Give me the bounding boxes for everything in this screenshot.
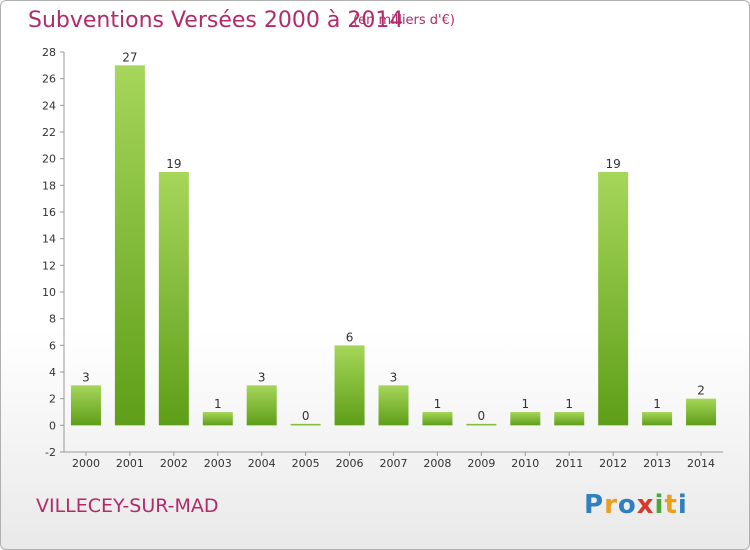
data-label: 1 bbox=[565, 397, 573, 411]
bar bbox=[554, 412, 585, 426]
bar bbox=[686, 398, 717, 426]
y-tick-label: 22 bbox=[42, 126, 56, 139]
logo-letter: r bbox=[604, 490, 618, 520]
bar bbox=[510, 412, 541, 426]
x-tick-label: 2013 bbox=[643, 457, 671, 470]
y-tick-label: 14 bbox=[42, 233, 56, 246]
data-label: 1 bbox=[521, 397, 529, 411]
bar bbox=[114, 65, 145, 426]
data-label: 0 bbox=[478, 409, 486, 423]
logo-letter: i bbox=[677, 490, 688, 520]
y-tick-label: 26 bbox=[42, 73, 56, 86]
x-tick-label: 2000 bbox=[72, 457, 100, 470]
x-tick-label: 2003 bbox=[204, 457, 232, 470]
data-label: 3 bbox=[258, 370, 266, 384]
x-tick-label: 2010 bbox=[511, 457, 539, 470]
y-tick-label: 18 bbox=[42, 179, 56, 192]
bar bbox=[334, 345, 365, 426]
data-label: 19 bbox=[606, 157, 621, 171]
data-label: 3 bbox=[390, 370, 398, 384]
y-tick-label: 10 bbox=[42, 286, 56, 299]
y-tick-label: 12 bbox=[42, 259, 56, 272]
x-tick-label: 2005 bbox=[292, 457, 320, 470]
x-tick-label: 2009 bbox=[467, 457, 495, 470]
bar bbox=[290, 423, 321, 426]
x-tick-label: 2011 bbox=[555, 457, 583, 470]
y-tick-label: 20 bbox=[42, 153, 56, 166]
y-tick-label: 4 bbox=[49, 366, 56, 379]
bar bbox=[246, 385, 277, 426]
y-tick-label: 28 bbox=[42, 46, 56, 59]
bar bbox=[642, 412, 673, 426]
proxiti-logo[interactable]: Proxiti bbox=[584, 490, 688, 520]
data-label: 1 bbox=[434, 397, 442, 411]
page-title: Subventions Versées 2000 à 2014 bbox=[28, 8, 404, 33]
commune-name: VILLECEY-SUR-MAD bbox=[36, 495, 219, 517]
bar bbox=[466, 423, 497, 426]
x-tick-label: 2002 bbox=[160, 457, 188, 470]
data-label: 1 bbox=[653, 397, 661, 411]
y-tick-label: 16 bbox=[42, 206, 56, 219]
data-label: 0 bbox=[302, 409, 310, 423]
logo-letter: P bbox=[584, 490, 605, 520]
y-tick-label: 0 bbox=[49, 419, 56, 432]
x-tick-label: 2007 bbox=[380, 457, 408, 470]
y-tick-label: 2 bbox=[49, 393, 56, 406]
y-tick-label: 8 bbox=[49, 313, 56, 326]
bar bbox=[378, 385, 409, 426]
bar bbox=[158, 172, 189, 426]
logo-letter: x bbox=[636, 490, 655, 520]
logo-letter: o bbox=[617, 490, 637, 520]
data-label: 2 bbox=[697, 384, 705, 398]
data-label: 19 bbox=[166, 157, 181, 171]
x-tick-label: 2008 bbox=[423, 457, 451, 470]
data-label: 3 bbox=[82, 370, 90, 384]
bar bbox=[70, 385, 101, 426]
bar bbox=[598, 172, 629, 426]
data-label: 6 bbox=[346, 330, 354, 344]
x-tick-label: 2004 bbox=[248, 457, 276, 470]
bar bbox=[422, 412, 453, 426]
y-tick-label: 6 bbox=[49, 339, 56, 352]
bar bbox=[202, 412, 233, 426]
y-tick-label: 24 bbox=[42, 99, 56, 112]
y-tick-label: -2 bbox=[45, 446, 56, 459]
page-subtitle: (en milliers d'€) bbox=[353, 13, 455, 28]
data-label: 1 bbox=[214, 397, 222, 411]
logo-letter: t bbox=[664, 490, 678, 520]
data-label: 27 bbox=[122, 50, 137, 64]
x-tick-label: 2006 bbox=[336, 457, 364, 470]
x-tick-label: 2012 bbox=[599, 457, 627, 470]
x-tick-label: 2014 bbox=[687, 457, 715, 470]
logo-letter: i bbox=[654, 490, 665, 520]
x-tick-label: 2001 bbox=[116, 457, 144, 470]
